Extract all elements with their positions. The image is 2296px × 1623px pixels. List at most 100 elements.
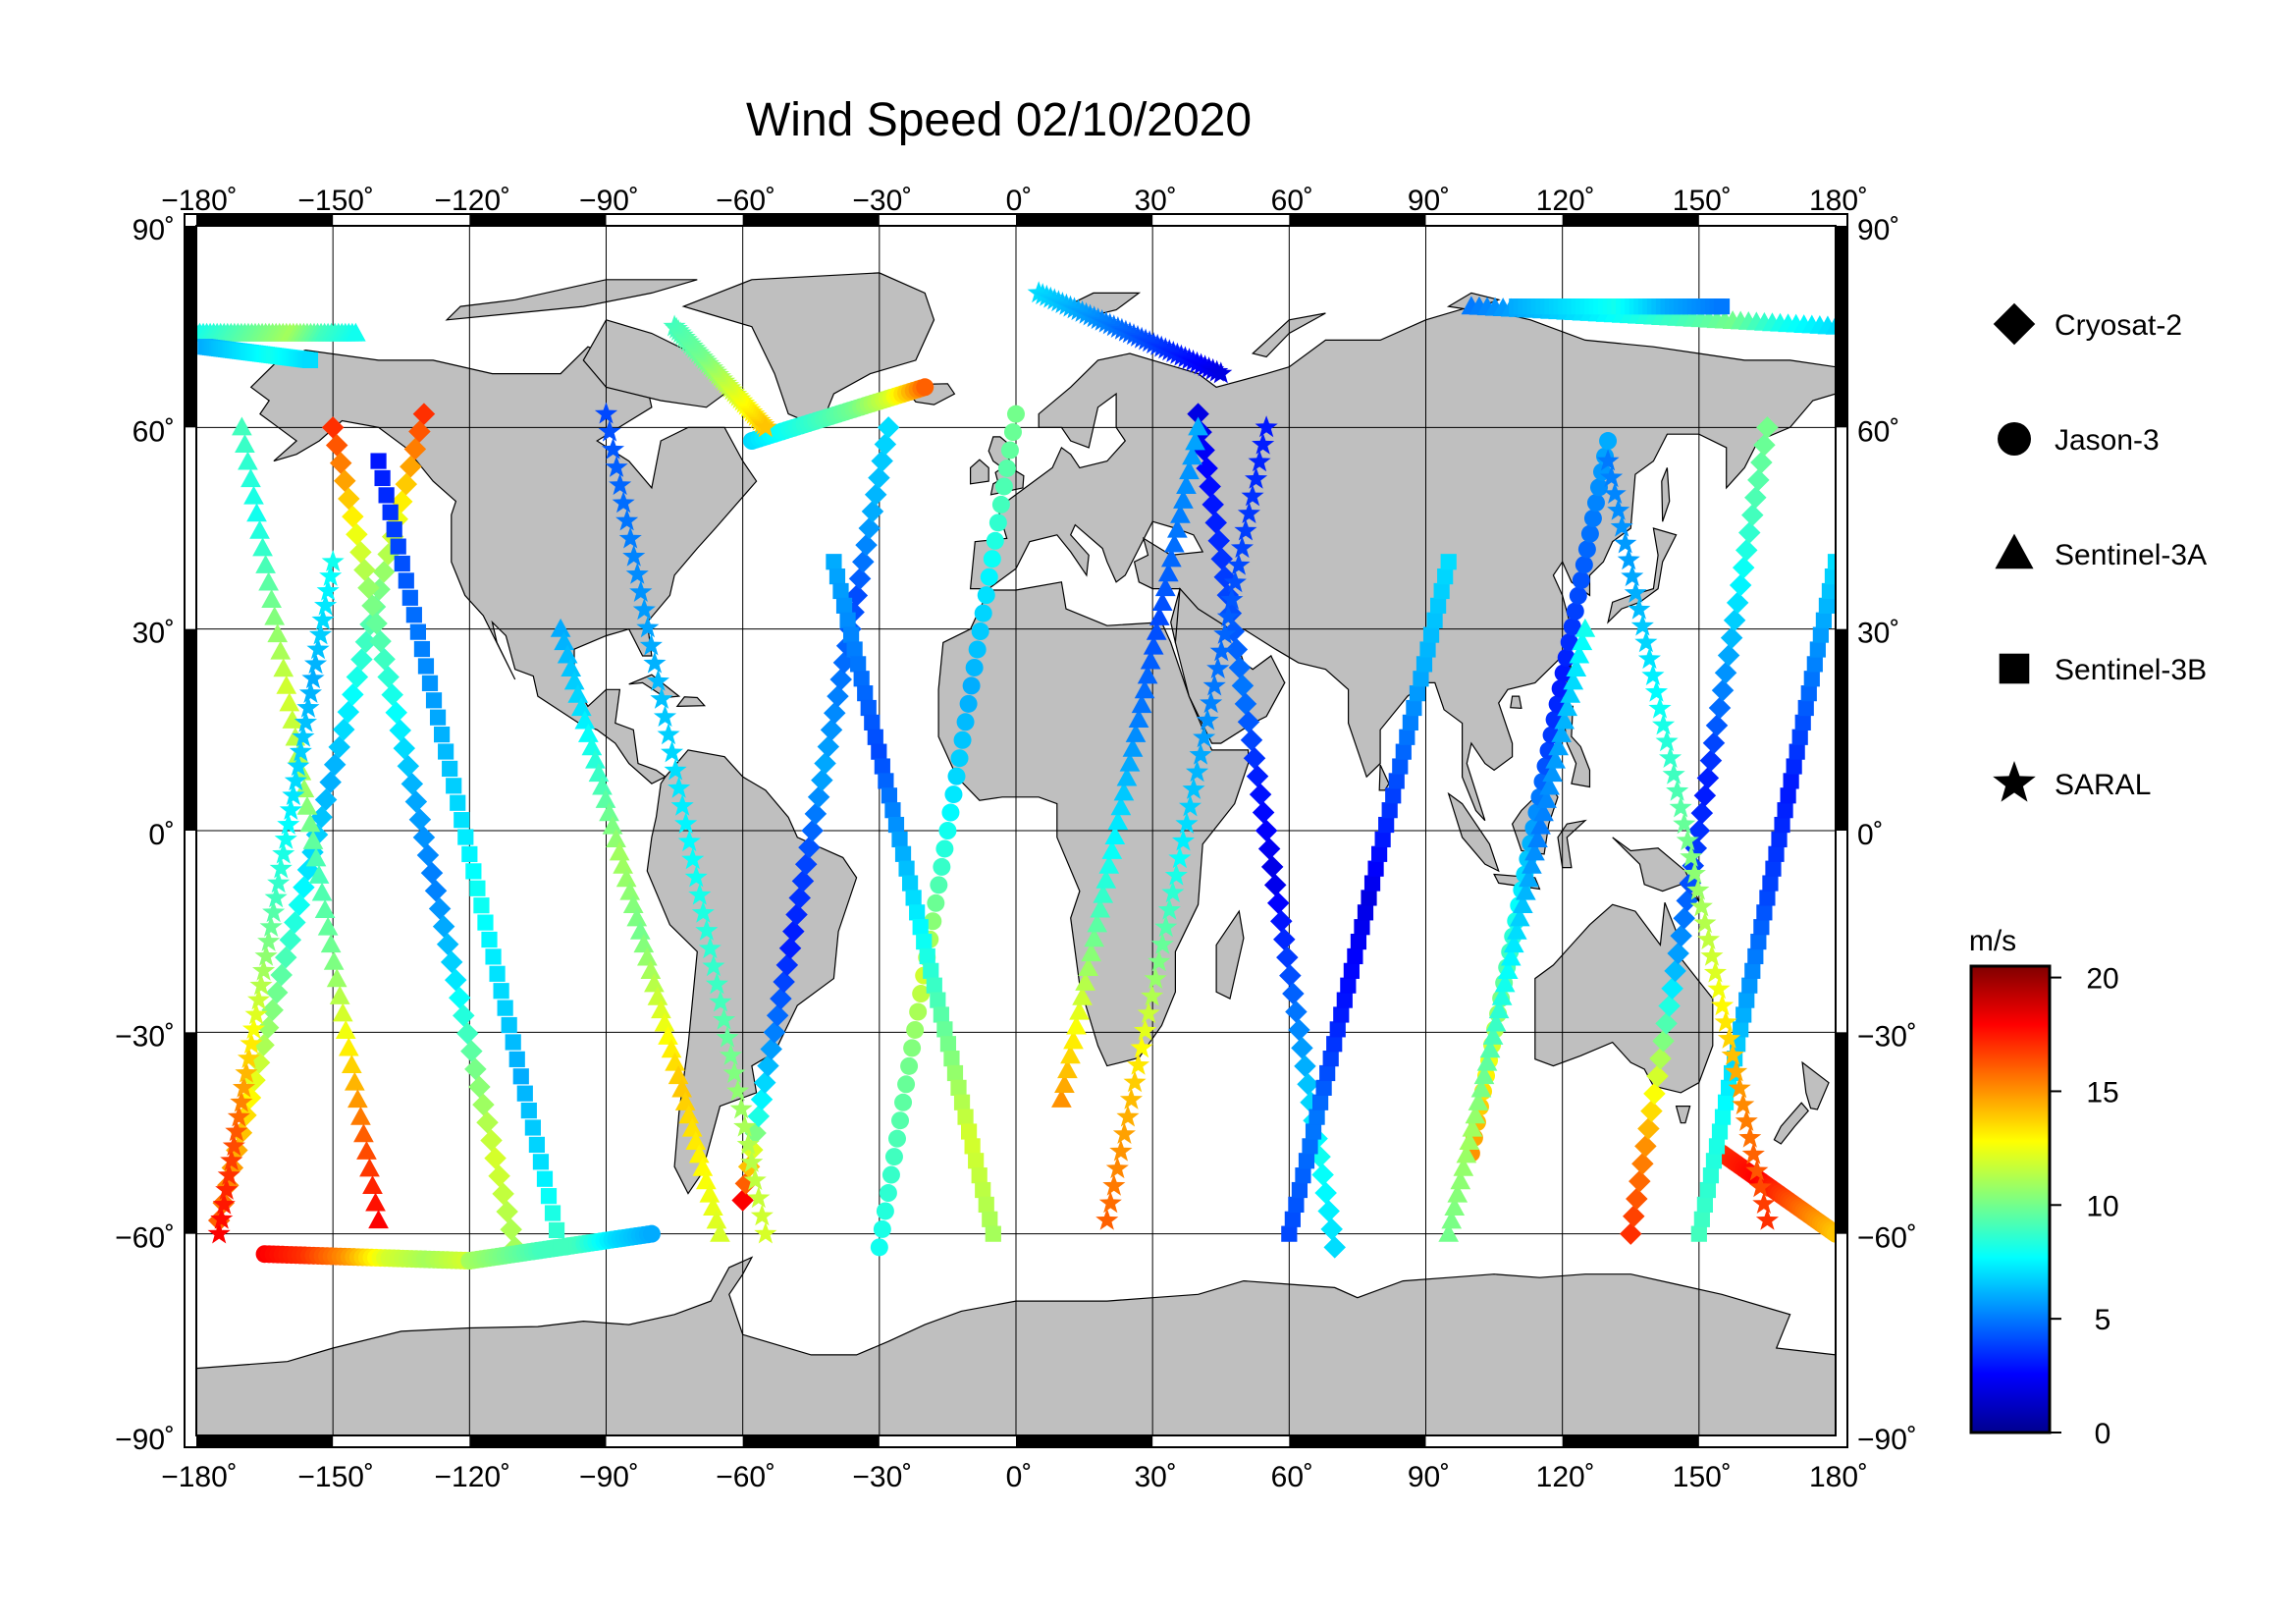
data-point [438,743,454,760]
data-point [653,705,677,728]
data-point [938,822,957,839]
data-point [326,968,347,988]
lon-tick-label-bottom: 30˚ [1134,1461,1176,1493]
data-point [959,694,978,713]
data-point [1288,1018,1310,1042]
data-point [1554,664,1573,682]
lon-tick-label-top: −180˚ [161,185,238,217]
data-point [636,616,660,638]
data-point [814,752,836,775]
data-point [1440,554,1457,570]
data-point [1206,657,1230,678]
data-point [347,1089,368,1109]
data-point [788,887,812,909]
data-point [1488,1000,1510,1019]
data-point [944,785,963,804]
data-point [1815,612,1832,628]
data-point [684,865,708,888]
data-point [1347,947,1363,965]
data-point [747,1105,771,1128]
data-point [314,593,338,616]
data-point [1413,671,1429,687]
data-point [1699,749,1723,772]
data-point [894,845,912,862]
data-point [824,701,846,725]
data-point [1786,758,1802,775]
data-point [930,992,946,1008]
data-point [323,950,345,970]
data-point [681,1117,703,1137]
data-point [1711,994,1735,1016]
lat-tick-label-right: 90˚ [1857,214,1899,246]
data-point [1522,854,1542,874]
data-point [852,550,875,573]
data-point [365,612,388,635]
data-point [588,763,610,783]
data-point [1363,875,1381,892]
lon-tick-label-bottom: 180˚ [1809,1461,1868,1493]
data-point [1422,626,1440,643]
data-point [881,1165,900,1184]
data-point [398,572,414,589]
data-point [497,1000,513,1016]
data-point [567,683,589,703]
data-point [249,519,270,539]
data-point [1288,1196,1305,1214]
data-point [1586,494,1605,513]
data-point [644,973,665,993]
data-point [1669,795,1692,818]
data-point [1572,631,1593,651]
data-point [1237,711,1260,733]
data-point [1664,959,1686,983]
data-point [446,778,462,794]
data-point [1189,742,1212,765]
data-point [404,790,428,813]
data-point [1255,415,1278,438]
legend-diamond-icon [1993,302,2036,346]
data-point [916,933,933,950]
data-point [763,1021,786,1044]
data-point [923,962,939,979]
data-point [1634,1135,1657,1158]
data-point [1774,816,1790,834]
data-point [754,415,777,438]
data-point [971,1167,988,1184]
data-point [1450,1170,1471,1190]
data-point [1302,1138,1318,1155]
lat-tick-label-right: −90˚ [1857,1424,1917,1456]
data-point [1109,1139,1133,1162]
data-point [1708,1138,1726,1155]
data-point [496,1200,518,1223]
data-point [828,568,846,585]
data-point [1711,678,1735,702]
data-point [633,934,655,953]
data-point [726,1079,750,1102]
data-point [1500,947,1522,966]
data-point [1566,602,1584,621]
data-point [1209,639,1233,662]
data-point [1693,784,1717,807]
data-point [615,509,639,531]
legend-item: Cryosat-2 [1993,302,2182,346]
data-point [946,1064,964,1082]
data-point [953,730,972,749]
data-point [342,505,364,528]
data-point [864,714,881,730]
data-point [369,629,392,653]
data-point [898,860,915,877]
data-point [1723,609,1746,631]
lon-tick-label-top: 90˚ [1408,185,1450,217]
data-point [284,911,306,934]
data-point [254,944,278,966]
data-point [1179,460,1200,480]
legend-label: Sentinel-3B [2055,654,2207,686]
data-point [1225,638,1249,661]
data-point [365,1192,386,1212]
land-novaya-zemlya [1251,312,1326,358]
data-point [1260,855,1284,879]
data-point [846,641,863,658]
data-point [1780,787,1796,804]
data-point [710,1222,730,1242]
data-point [1503,934,1524,953]
data-point [1202,674,1226,696]
